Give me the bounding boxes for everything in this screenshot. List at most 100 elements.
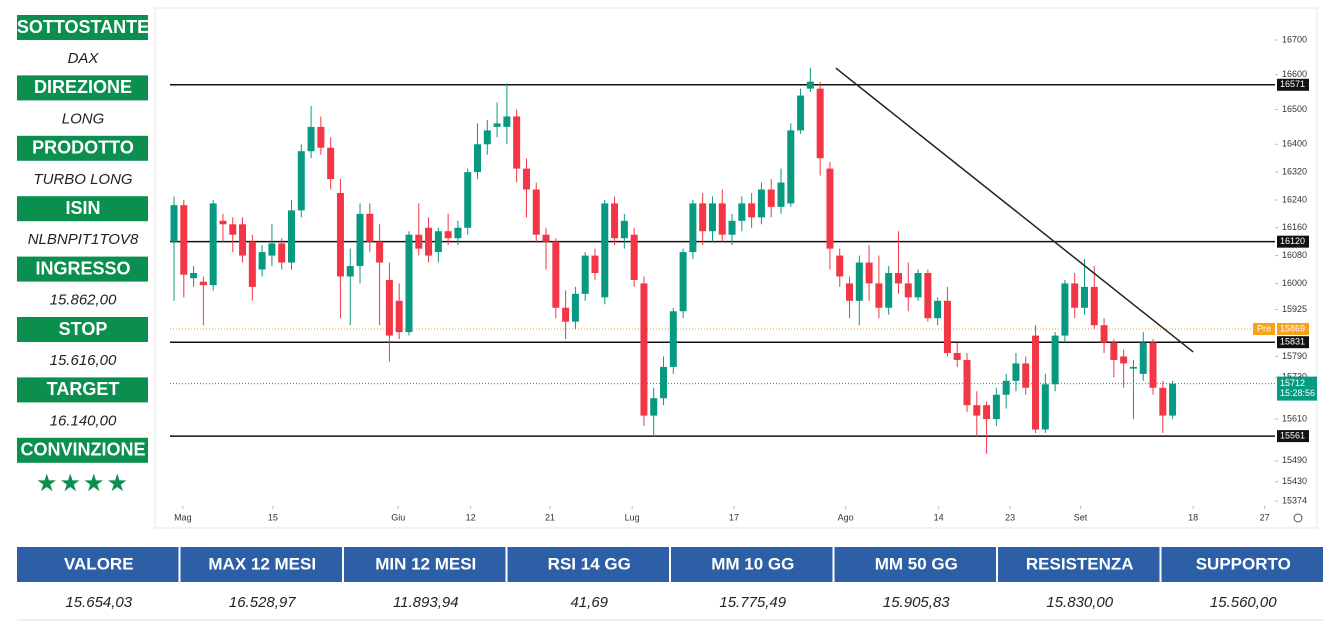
- candle-body: [640, 283, 648, 416]
- candle-body: [307, 126, 315, 152]
- x-tick-label: Lug: [625, 512, 640, 522]
- settings-icon[interactable]: [1293, 513, 1303, 523]
- y-tick-label: 16400: [1282, 139, 1307, 149]
- candle-body: [336, 192, 344, 277]
- candle-body: [346, 266, 354, 277]
- candle-body: [1061, 283, 1069, 336]
- candle-body: [170, 205, 178, 242]
- candle-body: [924, 272, 932, 319]
- candle-body: [287, 210, 295, 263]
- value: 15.654,03: [65, 594, 132, 611]
- chart-frame: [154, 7, 1318, 529]
- candle-body: [708, 203, 716, 232]
- candle-body: [483, 130, 491, 145]
- level-label-box: [1277, 78, 1309, 91]
- candle-body: [797, 95, 805, 131]
- candle-body: [601, 203, 609, 298]
- header-cell: [1161, 547, 1323, 582]
- candle-body: [738, 203, 746, 221]
- header-cell: [507, 547, 669, 582]
- candle-body: [1090, 286, 1098, 326]
- candle-body: [405, 234, 413, 333]
- candle-body: [973, 405, 981, 416]
- candle-body: [836, 255, 844, 277]
- x-tick-label: 21: [545, 512, 555, 522]
- candle-body: [767, 189, 775, 207]
- last-time: 15:28:56: [1280, 388, 1315, 398]
- candle-body: [816, 88, 824, 159]
- candle-body: [1051, 335, 1059, 385]
- rating: ★★★★: [36, 470, 130, 497]
- label: PRODOTTO: [32, 138, 134, 158]
- header: MM 10 GG: [711, 554, 794, 573]
- candle-body: [1139, 342, 1147, 374]
- value: NLBNPIT1TOV8: [28, 231, 139, 248]
- candle-body: [229, 224, 237, 235]
- value: 15.775,49: [719, 594, 786, 611]
- candle-body: [209, 203, 217, 286]
- candle-body: [180, 205, 188, 275]
- candle-body: [474, 144, 482, 173]
- label-box: [17, 437, 148, 463]
- candle-body: [679, 252, 687, 312]
- value: 15.862,00: [50, 292, 117, 309]
- candle-body: [434, 231, 442, 253]
- level-label: 16571: [1280, 79, 1305, 89]
- y-tick-label: 15790: [1282, 351, 1307, 361]
- header: MAX 12 MESI: [208, 554, 316, 573]
- label: ISIN: [65, 198, 100, 218]
- value: 41,69: [570, 594, 608, 611]
- candle-body: [1149, 342, 1157, 388]
- candle-body: [826, 168, 834, 249]
- candle-body: [415, 234, 423, 249]
- level-label-box: [1277, 336, 1309, 349]
- candle-body: [1100, 325, 1108, 343]
- label-box: [17, 317, 148, 342]
- candle-body: [1159, 387, 1167, 416]
- premarket-value: 15869: [1280, 323, 1305, 333]
- candle-body: [718, 203, 726, 235]
- header-cell: [834, 547, 996, 582]
- candle-body: [885, 272, 893, 308]
- candle-body: [542, 234, 550, 242]
- candle-body: [689, 203, 697, 253]
- candle-body: [278, 243, 286, 263]
- candle-body: [699, 203, 707, 232]
- y-tick-label: 15925: [1282, 304, 1307, 314]
- candle-body: [777, 182, 785, 207]
- y-tick-label: 15374: [1282, 496, 1307, 506]
- x-tick-label: Ago: [838, 512, 854, 522]
- header: SUPPORTO: [1196, 554, 1291, 573]
- candle-body: [385, 279, 393, 336]
- level-label: 15561: [1280, 430, 1305, 440]
- candle-body: [248, 241, 256, 287]
- candle-body: [983, 405, 991, 420]
- y-tick-label: 16000: [1282, 278, 1307, 288]
- premarket-tag-label: Pre: [1257, 323, 1271, 333]
- candle-body: [532, 189, 540, 235]
- candle-body: [522, 168, 530, 190]
- label-box: [17, 75, 148, 101]
- header: MIN 12 MESI: [375, 554, 476, 573]
- candle-body: [620, 220, 628, 239]
- label-box: [17, 135, 148, 161]
- candle-body: [660, 366, 668, 399]
- candle-body: [356, 213, 364, 267]
- y-tick-label: 15490: [1282, 455, 1307, 465]
- value: DAX: [68, 50, 100, 67]
- candle-body: [376, 241, 384, 263]
- y-tick-label: 16240: [1282, 194, 1307, 204]
- y-tick-label: 16500: [1282, 104, 1307, 114]
- level-label: 15831: [1280, 337, 1305, 347]
- header-cell: [998, 547, 1160, 582]
- candle-body: [493, 123, 501, 127]
- candle-body: [1012, 363, 1020, 381]
- candle-body: [757, 189, 765, 218]
- candle-body: [992, 394, 1000, 420]
- candle-body: [1129, 366, 1137, 369]
- level-label-box: [1277, 430, 1309, 443]
- candle-body: [1169, 383, 1177, 416]
- level-label: 16120: [1280, 236, 1305, 246]
- candle-body: [806, 81, 814, 89]
